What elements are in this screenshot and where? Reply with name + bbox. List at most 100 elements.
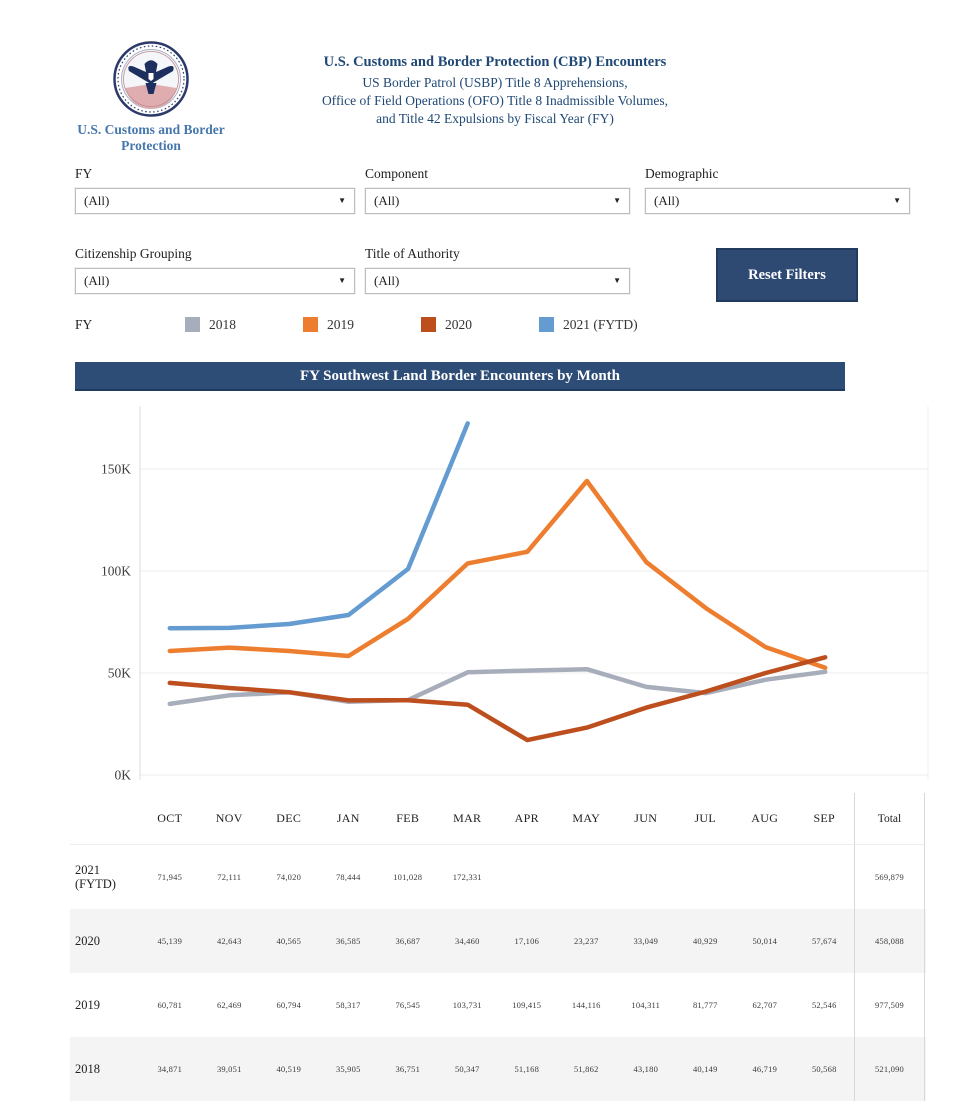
table-value-cell: 40,149	[692, 1064, 718, 1074]
table-value-cell: 35,905	[335, 1064, 361, 1074]
line-2020[interactable]	[167, 655, 828, 743]
encounters-table: OCT NOV DEC JAN FEB MAR APR MAY JUN JUL AUG SEP Tota…	[70, 793, 926, 1101]
row-year-label: 2018	[75, 1062, 100, 1076]
legend-item-label: 2018	[209, 317, 236, 333]
reset-filters-button[interactable]: Reset Filters	[716, 248, 858, 302]
legend-item-label: 2020	[445, 317, 472, 333]
encounters-line-chart[interactable]: 0K 50K 100K 150K	[70, 398, 932, 790]
component-filter-dropdown[interactable]: (All) ▼	[365, 188, 630, 214]
row-year-label: 2021 (FYTD)	[75, 863, 116, 891]
table-value-cell: 57,674	[811, 936, 837, 946]
table-value-cell: 34,871	[157, 1064, 183, 1074]
table-row: 2021 (FYTD) 71,945 72,111 74,020 78,444 101,0…	[70, 845, 926, 909]
table-value-cell: 17,106	[514, 936, 540, 946]
table-value-cell: 144,116	[571, 1000, 601, 1010]
table-value-cell: 45,139	[157, 936, 183, 946]
chevron-down-icon: ▼	[893, 196, 901, 205]
legend-item-label: 2019	[327, 317, 354, 333]
legend-swatch-icon	[303, 317, 318, 333]
demographic-filter-dropdown[interactable]: (All) ▼	[645, 188, 910, 214]
filter-label-fy: FY	[75, 166, 93, 181]
y-axis-tick-label: 50K	[108, 666, 132, 681]
cbp-seal-icon	[113, 41, 189, 117]
line-2021-fytd-[interactable]	[167, 421, 470, 631]
legend-items: 2018 2019 2020 2021 (FYTD)	[185, 316, 689, 334]
legend-swatch-icon	[539, 317, 554, 333]
table-value-cell: 60,794	[276, 1000, 302, 1010]
chart-title-banner: FY Southwest Land Border Encounters by M…	[75, 362, 845, 391]
table-total-cell: 521,090	[854, 1037, 925, 1101]
page-subtitle-line: US Border Patrol (USBP) Title 8 Apprehen…	[362, 75, 628, 90]
table-value-cell: 62,469	[216, 1000, 242, 1010]
table-total-cell: 569,879	[854, 845, 925, 909]
table-value-cell: 71,945	[157, 872, 183, 882]
legend-item-2021-fytd-[interactable]: 2021 (FYTD)	[539, 316, 689, 334]
table-value-cell: 51,862	[573, 1064, 599, 1074]
title-of-authority-filter-value: (All)	[374, 273, 400, 288]
row-year-label: 2020	[75, 934, 100, 948]
line-2019[interactable]	[167, 478, 828, 671]
table-value-cell: 104,311	[631, 1000, 661, 1010]
component-filter-value: (All)	[374, 193, 400, 208]
table-value-cell: 58,317	[335, 1000, 361, 1010]
table-row: 2019 60,781 62,469 60,794 58,317 76,545 103,73…	[70, 973, 926, 1037]
chevron-down-icon: ▼	[338, 276, 346, 285]
table-value-cell: 50,347	[454, 1064, 480, 1074]
column-header-month: MAY	[572, 811, 601, 825]
table-value-cell: 76,545	[395, 1000, 421, 1010]
citizenship-grouping-filter-value: (All)	[84, 273, 110, 288]
title-of-authority-filter-dropdown[interactable]: (All) ▼	[365, 268, 630, 294]
table-value-cell: 40,929	[692, 936, 718, 946]
column-header-month: JUL	[694, 811, 717, 825]
table-value-cell: 50,014	[752, 936, 778, 946]
citizenship-grouping-filter-dropdown[interactable]: (All) ▼	[75, 268, 355, 294]
table-value-cell: 172,331	[452, 872, 482, 882]
filter-label-component: Component	[365, 166, 428, 181]
fy-legend: FY 2018 2019 2020 2021 (FYTD)	[75, 316, 915, 338]
filter-label-title-of-authority: Title of Authority	[365, 246, 460, 261]
table-value-cell: 43,180	[633, 1064, 659, 1074]
table-value-cell: 101,028	[393, 872, 423, 882]
table-value-cell: 36,585	[335, 936, 361, 946]
fy-filter-dropdown[interactable]: (All) ▼	[75, 188, 355, 214]
table-header-row: OCT NOV DEC JAN FEB MAR APR MAY JUN JUL AUG SEP Tota…	[70, 793, 926, 845]
table-value-cell: 109,415	[512, 1000, 542, 1010]
chevron-down-icon: ▼	[338, 196, 346, 205]
legend-swatch-icon	[185, 317, 200, 333]
column-header-month: MAR	[453, 811, 482, 825]
column-header-month: JUN	[634, 811, 658, 825]
table-value-cell: 51,168	[514, 1064, 540, 1074]
legend-item-2020[interactable]: 2020	[421, 316, 539, 334]
column-header-month: AUG	[751, 811, 779, 825]
fy-filter-value: (All)	[84, 193, 110, 208]
table-value-cell: 46,719	[752, 1064, 778, 1074]
page-title: U.S. Customs and Border Protection (CBP)…	[323, 54, 667, 70]
table-value-cell: 60,781	[157, 1000, 183, 1010]
column-header-month: SEP	[813, 811, 836, 825]
page-subtitle-line: and Title 42 Expulsions by Fiscal Year (…	[376, 111, 614, 126]
table-value-cell: 103,731	[452, 1000, 482, 1010]
table-value-cell: 23,237	[573, 936, 599, 946]
page-subtitle-line: Office of Field Operations (OFO) Title 8…	[321, 93, 669, 108]
header-title-block: U.S. Customs and Border Protection (CBP)…	[245, 54, 745, 128]
filter-label-citizenship-grouping: Citizenship Grouping	[75, 246, 192, 261]
filter-label-demographic: Demographic	[645, 166, 719, 181]
column-header-total: Total	[854, 793, 925, 844]
table-value-cell: 34,460	[454, 936, 480, 946]
column-header-month: JAN	[336, 811, 360, 825]
table-value-cell: 36,751	[395, 1064, 421, 1074]
chevron-down-icon: ▼	[613, 196, 621, 205]
legend-swatch-icon	[421, 317, 436, 333]
table-total-cell: 458,088	[854, 909, 925, 973]
table-row: 2020 45,139 42,643 40,565 36,585 36,687 34,460…	[70, 909, 926, 973]
table-value-cell: 81,777	[692, 1000, 718, 1010]
table-value-cell: 50,568	[811, 1064, 837, 1074]
y-axis-tick-label: 0K	[115, 768, 132, 783]
legend-item-2018[interactable]: 2018	[185, 316, 303, 334]
y-axis-tick-label: 150K	[101, 462, 131, 477]
chevron-down-icon: ▼	[613, 276, 621, 285]
legend-item-2019[interactable]: 2019	[303, 316, 421, 334]
legend-item-label: 2021 (FYTD)	[563, 317, 638, 333]
demographic-filter-value: (All)	[654, 193, 680, 208]
table-value-cell: 74,020	[276, 872, 302, 882]
